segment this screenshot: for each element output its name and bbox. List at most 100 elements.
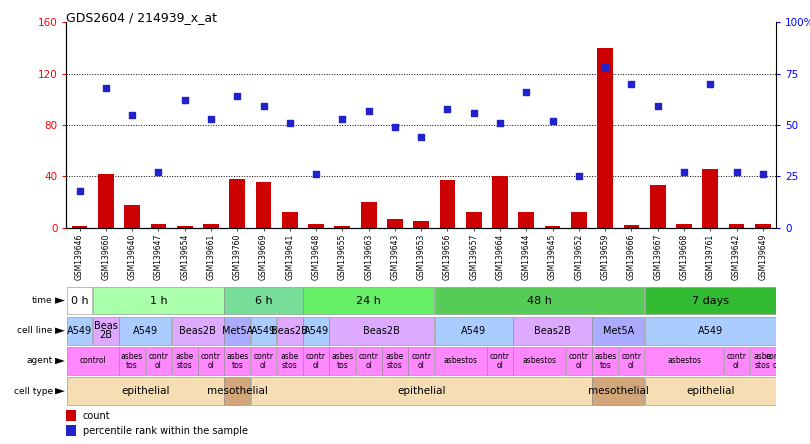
Bar: [335, 226, 350, 228]
Bar: [203, 224, 219, 228]
Text: 24 h: 24 h: [356, 296, 381, 305]
Text: cell type: cell type: [14, 387, 53, 396]
Bar: [645, 317, 776, 345]
Bar: [514, 347, 565, 375]
Bar: [330, 317, 434, 345]
Bar: [124, 205, 140, 228]
Bar: [282, 212, 298, 228]
Bar: [382, 347, 407, 375]
Bar: [146, 347, 171, 375]
Text: contr
ol: contr ol: [254, 353, 274, 369]
Text: A549: A549: [251, 326, 276, 336]
Bar: [566, 347, 592, 375]
Bar: [492, 176, 508, 228]
Text: contr
ol: contr ol: [569, 353, 589, 369]
Text: 0 h: 0 h: [70, 296, 88, 305]
Text: Met5A: Met5A: [222, 326, 253, 336]
Point: [204, 115, 217, 123]
Point: [73, 187, 86, 194]
Bar: [435, 287, 644, 314]
Bar: [597, 48, 613, 228]
Text: percentile rank within the sample: percentile rank within the sample: [83, 425, 248, 436]
Text: contr
ol: contr ol: [766, 353, 786, 369]
Text: Beas2B: Beas2B: [271, 326, 309, 336]
Point: [257, 103, 270, 110]
Bar: [250, 377, 592, 405]
Polygon shape: [55, 328, 65, 334]
Bar: [592, 317, 644, 345]
Bar: [198, 347, 224, 375]
Bar: [624, 225, 639, 228]
Text: time: time: [32, 296, 53, 305]
Text: asbestos: asbestos: [522, 357, 556, 365]
Point: [284, 119, 296, 127]
Polygon shape: [55, 297, 65, 304]
Bar: [172, 317, 224, 345]
Bar: [308, 224, 324, 228]
Point: [389, 123, 402, 131]
Polygon shape: [55, 388, 65, 394]
Text: 48 h: 48 h: [527, 296, 552, 305]
Bar: [303, 287, 434, 314]
Point: [336, 115, 349, 123]
Bar: [592, 377, 644, 405]
Point: [467, 109, 480, 116]
Bar: [119, 317, 171, 345]
Text: GDS2604 / 214939_x_at: GDS2604 / 214939_x_at: [66, 11, 217, 24]
Bar: [356, 347, 382, 375]
Bar: [435, 347, 487, 375]
Bar: [93, 287, 224, 314]
Bar: [119, 347, 145, 375]
Bar: [66, 377, 224, 405]
Bar: [723, 347, 749, 375]
Point: [152, 169, 165, 176]
Bar: [66, 317, 92, 345]
Bar: [619, 347, 644, 375]
Bar: [729, 224, 744, 228]
Bar: [151, 224, 166, 228]
Bar: [645, 287, 776, 314]
Bar: [544, 226, 561, 228]
Bar: [177, 226, 193, 228]
Bar: [330, 347, 356, 375]
Point: [546, 117, 559, 124]
Text: epithelial: epithelial: [121, 386, 169, 396]
Text: cell line: cell line: [17, 326, 53, 335]
Text: contr
ol: contr ol: [621, 353, 642, 369]
Text: control: control: [79, 357, 106, 365]
Text: asbes
tos: asbes tos: [331, 353, 353, 369]
Point: [520, 88, 533, 95]
Bar: [98, 174, 113, 228]
Text: Met5A: Met5A: [603, 326, 634, 336]
Point: [493, 119, 506, 127]
Text: contr
ol: contr ol: [490, 353, 510, 369]
Text: asbe
stos: asbe stos: [386, 353, 404, 369]
Bar: [408, 347, 434, 375]
Bar: [514, 317, 592, 345]
Text: 7 days: 7 days: [692, 296, 729, 305]
Bar: [487, 347, 513, 375]
Bar: [360, 202, 377, 228]
Bar: [303, 347, 329, 375]
Bar: [224, 287, 303, 314]
Text: agent: agent: [27, 357, 53, 365]
Point: [730, 169, 743, 176]
Text: Beas2B: Beas2B: [179, 326, 216, 336]
Bar: [250, 347, 276, 375]
Bar: [755, 224, 771, 228]
Point: [599, 64, 612, 71]
Point: [651, 103, 664, 110]
Text: A549: A549: [304, 326, 329, 336]
Bar: [229, 179, 245, 228]
Bar: [66, 347, 119, 375]
Point: [441, 105, 454, 112]
Bar: [676, 224, 692, 228]
Bar: [387, 219, 403, 228]
Text: asbes
tos: asbes tos: [594, 353, 616, 369]
Bar: [750, 347, 776, 375]
Bar: [518, 212, 535, 228]
Text: mesothelial: mesothelial: [207, 386, 267, 396]
Text: asbe
stos: asbe stos: [176, 353, 194, 369]
Bar: [277, 317, 303, 345]
Bar: [645, 377, 776, 405]
